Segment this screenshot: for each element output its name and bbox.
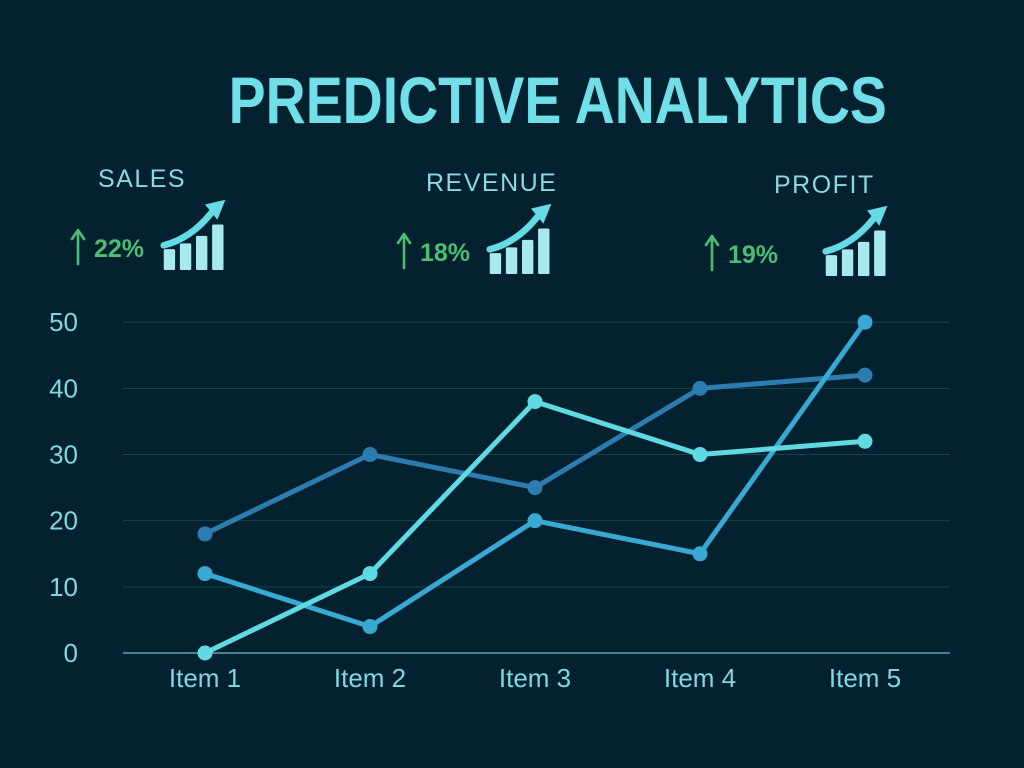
up-arrow-icon <box>70 228 86 266</box>
data-point-series-3 <box>527 394 543 410</box>
kpi-profit-label: PROFIT <box>774 171 875 199</box>
x-axis-label: Item 2 <box>334 663 406 693</box>
x-axis-label: Item 5 <box>829 663 901 693</box>
y-tick-label: 30 <box>49 440 78 470</box>
kpi-sales-metric: 22% <box>70 196 232 270</box>
kpi-profit-change: 19% <box>728 240 779 269</box>
data-point-series-2 <box>527 513 543 529</box>
growth-chart-icon <box>160 199 226 270</box>
kpi-sales-change: 22% <box>94 234 145 263</box>
line-chart: 0 10 20 30 40 50 Item 1 Item 2 Item 3 Item 4 Item … <box>49 307 950 693</box>
y-tick-label: 10 <box>49 572 78 602</box>
y-tick-label: 20 <box>49 506 78 536</box>
page-title: PREDICTIVE ANALYTICS <box>0 62 1024 138</box>
kpi-revenue-change: 18% <box>420 238 471 267</box>
data-point-series-2 <box>857 314 873 330</box>
data-point-series-3 <box>362 566 378 582</box>
data-point-series-1 <box>362 447 378 463</box>
up-arrow-icon <box>396 232 412 270</box>
y-tick-label: 50 <box>49 307 78 337</box>
data-point-series-2 <box>362 619 378 635</box>
data-point-series-1 <box>857 367 873 383</box>
data-point-series-2 <box>197 566 213 582</box>
data-point-series-1 <box>692 380 708 396</box>
data-point-series-1 <box>527 480 543 496</box>
series-line-series-2 <box>202 319 868 630</box>
up-arrow-icon <box>704 234 720 272</box>
kpi-sales-label: SALES <box>98 165 187 193</box>
data-point-series-3 <box>857 433 873 449</box>
kpi-revenue-label: REVENUE <box>426 169 558 197</box>
kpi-revenue: REVENUE 18% <box>396 170 558 274</box>
data-point-series-2 <box>692 546 708 562</box>
data-point-series-3 <box>197 645 213 661</box>
growth-chart-icon <box>486 203 552 274</box>
x-axis-label: Item 1 <box>169 663 241 693</box>
growth-chart-icon <box>822 205 888 276</box>
page-title-text: PREDICTIVE ANALYTICS <box>228 63 888 137</box>
kpi-sales: SALES 22% <box>70 166 232 270</box>
x-axis-label: Item 3 <box>499 663 571 693</box>
kpi-profit: PROFIT 19% <box>704 172 894 276</box>
x-axis-label: Item 4 <box>664 663 736 693</box>
y-tick-label: 0 <box>64 638 78 668</box>
data-point-series-3 <box>692 447 708 463</box>
y-tick-label: 40 <box>49 373 78 403</box>
kpi-revenue-metric: 18% <box>396 200 558 274</box>
data-point-series-1 <box>197 526 213 542</box>
kpi-profit-metric: 19% <box>704 202 894 276</box>
